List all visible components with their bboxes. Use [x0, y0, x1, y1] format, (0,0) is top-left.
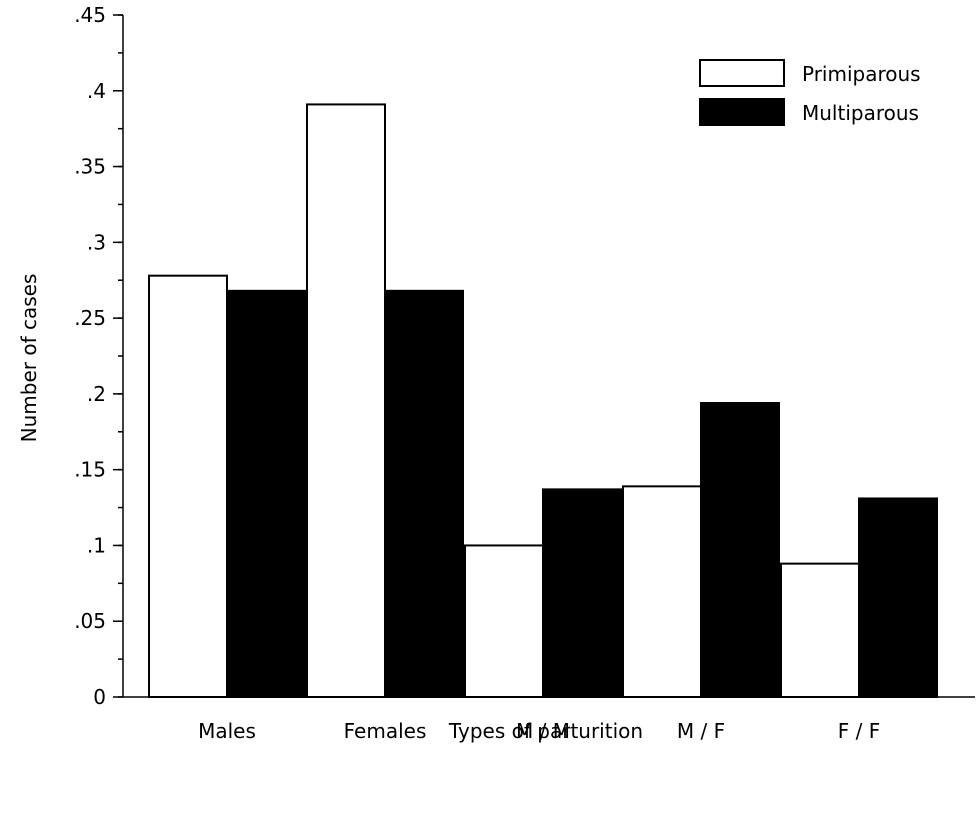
- bar-multiparous-males: [226, 289, 306, 698]
- x-tick-label: F / F: [838, 719, 880, 743]
- legend-label-multiparous: Multiparous: [802, 101, 919, 125]
- x-tick-label: Males: [198, 719, 256, 743]
- legend-swatch-multiparous: [699, 98, 785, 126]
- bar-multiparous-m-f: [700, 401, 780, 698]
- y-tick-label: .25: [74, 306, 106, 330]
- y-tick-label: .45: [74, 3, 106, 27]
- bar-primiparous-m-m: [464, 544, 544, 699]
- legend-swatch-primiparous: [699, 59, 785, 87]
- x-tick-label: Females: [344, 719, 427, 743]
- bars-group: [148, 103, 938, 699]
- y-axis: 0 .05 .1 .15 .2 .25 .3 .35 .4 .45: [74, 3, 124, 709]
- y-tick-label: 0: [93, 685, 106, 709]
- y-tick-label: .35: [74, 155, 106, 179]
- y-tick-label: .1: [87, 533, 106, 557]
- y-tick-label: .15: [74, 458, 106, 482]
- bar-primiparous-f-f: [780, 562, 860, 698]
- bar-multiparous-females: [384, 289, 464, 698]
- y-tick-label: .4: [87, 79, 106, 103]
- bar-primiparous-females: [306, 103, 386, 698]
- x-tick-label: M / M: [516, 719, 570, 743]
- x-axis: Males Females M / M M / F F / F: [123, 696, 975, 743]
- bar-primiparous-m-f: [622, 485, 702, 698]
- y-tick-label: .05: [74, 609, 106, 633]
- y-axis-title: Number of cases: [17, 274, 41, 443]
- bar-multiparous-m-m: [542, 488, 622, 698]
- x-axis-title: Types of parturition: [448, 719, 643, 743]
- y-tick-label: .3: [87, 230, 106, 254]
- y-tick-label: .2: [87, 382, 106, 406]
- legend: Primiparous Multiparous: [699, 59, 921, 126]
- x-tick-label: M / F: [677, 719, 725, 743]
- bar-multiparous-f-f: [858, 497, 938, 698]
- bar-primiparous-males: [148, 274, 228, 698]
- legend-label-primiparous: Primiparous: [802, 62, 921, 86]
